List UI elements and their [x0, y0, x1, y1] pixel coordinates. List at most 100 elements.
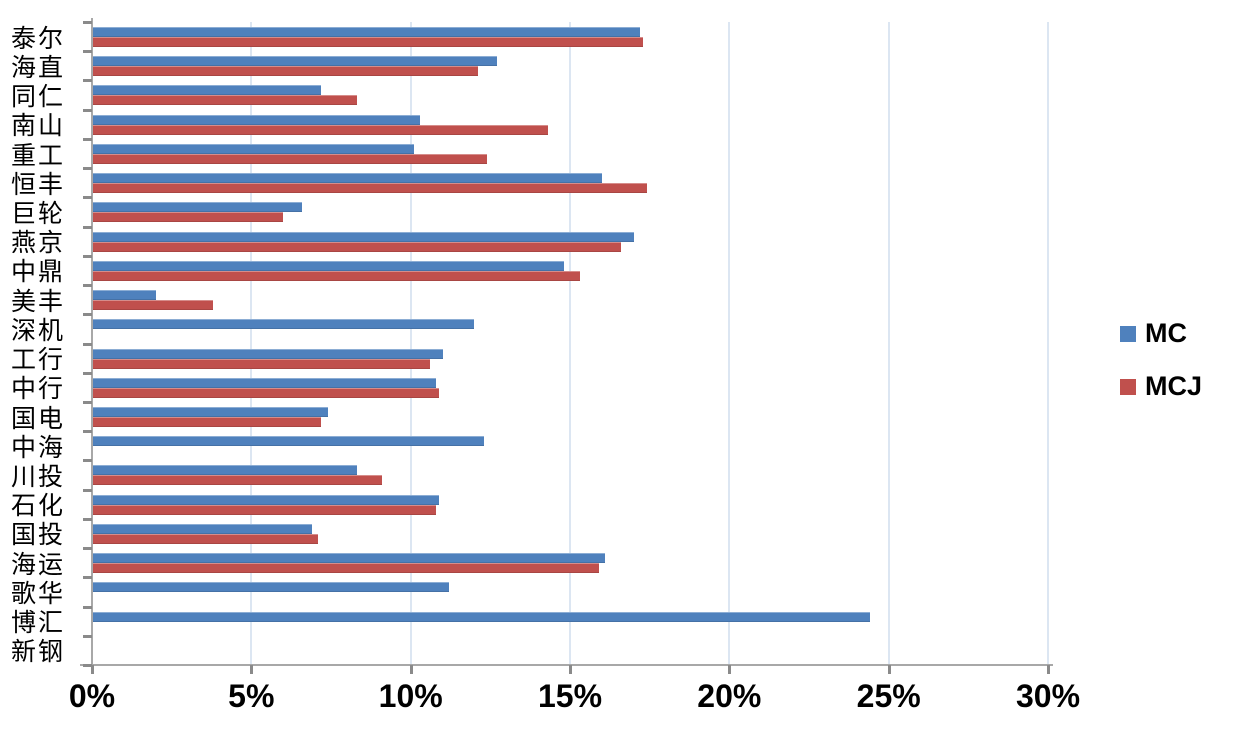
bar-mcj-海运 — [92, 563, 599, 574]
y-axis-label-歌华: 歌华 — [10, 580, 65, 608]
bar-mcj-重工 — [92, 153, 488, 164]
y-tick — [83, 488, 92, 492]
y-tick — [83, 108, 92, 112]
gridline — [569, 22, 571, 665]
y-axis-label-南山: 南山 — [10, 113, 65, 141]
x-tick — [1047, 665, 1050, 674]
bar-mc-同仁 — [92, 85, 322, 96]
legend-swatch-mcj — [1120, 378, 1136, 395]
bar-mc-中行 — [92, 377, 437, 388]
y-axis-label-中鼎: 中鼎 — [10, 259, 65, 287]
bar-mc-恒丰 — [92, 173, 602, 184]
gridline — [1047, 22, 1049, 665]
x-tick — [728, 665, 732, 674]
plot-area — [92, 22, 1049, 665]
bar-mcj-石化 — [92, 504, 437, 515]
y-axis-label-新钢: 新钢 — [10, 639, 65, 667]
y-axis-label-博汇: 博汇 — [10, 610, 65, 638]
bar-mcj-燕京 — [92, 241, 621, 252]
bar-mcj-工行 — [92, 358, 430, 369]
y-tick — [83, 664, 92, 667]
gridline — [728, 22, 731, 665]
x-tick — [250, 665, 254, 674]
bar-mc-石化 — [92, 494, 440, 505]
bar-mc-巨轮 — [92, 202, 303, 213]
bar-mc-美丰 — [92, 290, 156, 301]
y-tick — [83, 254, 92, 258]
y-tick — [83, 167, 92, 171]
y-axis-label-中海: 中海 — [10, 434, 65, 462]
chart-legend: MC MCJ — [1120, 320, 1202, 400]
bar-mc-重工 — [92, 143, 414, 154]
bar-mc-中海 — [92, 436, 484, 447]
y-axis-label-石化: 石化 — [10, 493, 65, 521]
y-axis-label-中行: 中行 — [10, 376, 65, 404]
x-axis-label-5: 5% — [228, 678, 275, 714]
y-tick — [83, 313, 92, 317]
bar-mc-深机 — [92, 319, 475, 330]
y-tick — [83, 137, 92, 141]
bar-mc-海直 — [92, 56, 497, 67]
y-axis-label-海运: 海运 — [10, 551, 65, 579]
bar-mc-南山 — [92, 114, 421, 125]
x-axis-label-20: 20% — [697, 678, 762, 714]
bar-mc-燕京 — [92, 231, 634, 242]
bar-mcj-中行 — [92, 387, 440, 398]
bar-mc-歌华 — [92, 582, 449, 593]
legend-swatch-mc — [1120, 325, 1136, 342]
y-axis-label-工行: 工行 — [10, 347, 65, 375]
x-axis-label-0: 0% — [68, 678, 116, 714]
gridline — [409, 22, 412, 665]
bar-mcj-国投 — [92, 533, 319, 544]
y-axis-label-川投: 川投 — [10, 464, 65, 492]
bar-mcj-巨轮 — [92, 212, 284, 223]
y-tick — [83, 547, 92, 551]
bar-mc-国电 — [92, 406, 328, 417]
x-axis-label-25: 25% — [856, 678, 921, 714]
bar-mc-国投 — [92, 523, 312, 534]
x-axis-label-15: 15% — [537, 678, 603, 714]
y-axis-label-重工: 重工 — [10, 142, 65, 170]
bar-mc-工行 — [92, 348, 443, 359]
bar-mc-海运 — [92, 553, 606, 564]
x-tick — [887, 665, 891, 674]
y-tick — [83, 50, 92, 54]
y-axis-line — [91, 18, 93, 666]
x-tick — [569, 665, 572, 674]
y-tick — [83, 517, 92, 521]
bar-mcj-美丰 — [92, 300, 214, 311]
y-tick — [83, 634, 92, 638]
bar-mcj-国电 — [92, 416, 322, 427]
y-axis-label-海直: 海直 — [10, 54, 65, 82]
y-tick — [83, 342, 92, 346]
bar-mc-泰尔 — [92, 27, 641, 37]
bar-mcj-泰尔 — [92, 37, 644, 47]
y-axis-label-同仁: 同仁 — [10, 84, 65, 112]
y-axis-label-国投: 国投 — [10, 522, 65, 550]
bar-mcj-恒丰 — [92, 183, 647, 194]
y-tick — [83, 21, 92, 24]
legend-label-mcj: MCJ — [1145, 371, 1203, 401]
y-axis-label-国电: 国电 — [10, 405, 65, 433]
y-axis-label-燕京: 燕京 — [10, 230, 65, 258]
y-tick — [83, 225, 92, 229]
legend-label-mc: MC — [1145, 318, 1187, 348]
bar-mcj-同仁 — [92, 95, 357, 106]
bar-mcj-海直 — [92, 66, 478, 77]
x-tick — [91, 665, 94, 674]
bar-mcj-南山 — [92, 124, 548, 135]
y-axis-label-美丰: 美丰 — [10, 288, 65, 316]
y-tick — [83, 400, 92, 404]
legend-item-mcj: MCJ — [1120, 373, 1202, 400]
bar-mcj-川投 — [92, 475, 382, 486]
gridline — [887, 22, 890, 665]
y-axis-label-巨轮: 巨轮 — [10, 200, 65, 228]
bar-mc-川投 — [92, 465, 357, 476]
gridline — [250, 22, 253, 665]
x-axis-line — [80, 664, 1053, 666]
bar-mc-博汇 — [92, 611, 870, 622]
y-tick — [83, 430, 92, 434]
bar-mc-中鼎 — [92, 260, 564, 271]
y-tick — [83, 605, 92, 609]
